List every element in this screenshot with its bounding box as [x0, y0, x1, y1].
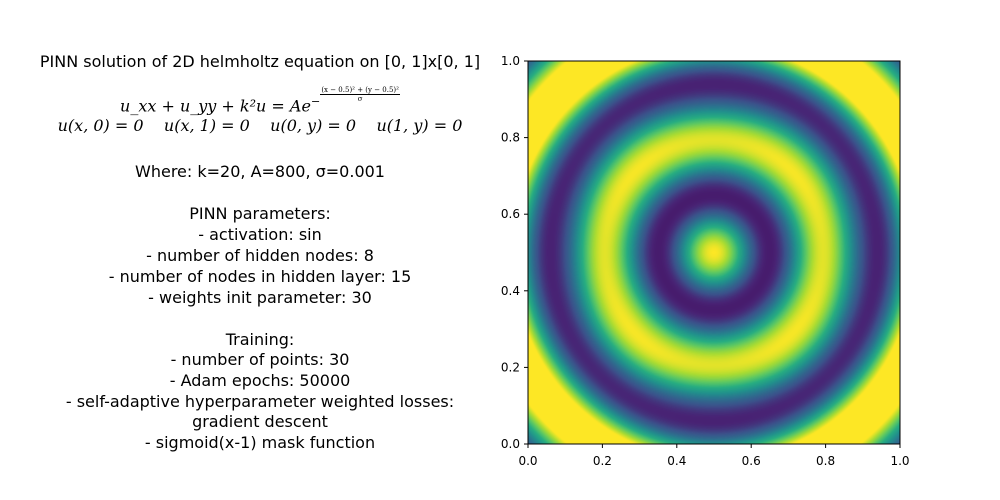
training-param: - sigmoid(x-1) mask function	[144, 433, 376, 452]
y-tick-label: 0.6	[501, 207, 520, 221]
y-tick-label: 0.8	[501, 131, 520, 145]
bc-3: u(0, y) = 0	[270, 116, 357, 135]
y-tick-label: 1.0	[501, 54, 520, 68]
pinn-param: - weights init parameter: 30	[148, 288, 372, 307]
x-tick-label: 0.4	[667, 454, 686, 468]
pinn-param: - activation: sin	[198, 225, 322, 244]
boundary-conditions: u(x, 0) = 0 u(x, 1) = 0 u(0, y) = 0 u(1,…	[20, 116, 500, 136]
pinn-param: - number of nodes in hidden layer: 15	[108, 267, 412, 286]
x-axis: 0.0 0.2 0.4 0.6 0.8 1.0	[518, 444, 910, 468]
training-param: - Adam epochs: 50000	[169, 371, 351, 390]
exponent-numerator: (x − 0.5)² + (y − 0.5)²	[320, 86, 400, 95]
training-param: - number of points: 30	[170, 350, 350, 369]
y-tick-label: 0.0	[501, 437, 520, 451]
x-tick-label: 0.2	[593, 454, 612, 468]
x-tick-label: 1.0	[890, 454, 909, 468]
pinn-header: PINN parameters:	[189, 204, 331, 223]
x-tick-label: 0.6	[742, 454, 761, 468]
x-tick-label: 0.8	[816, 454, 835, 468]
exponent-denominator: σ	[357, 95, 363, 103]
x-tick-label: 0.0	[518, 454, 537, 468]
y-tick-label: 0.2	[501, 360, 520, 374]
bc-4: u(1, y) = 0	[376, 116, 463, 135]
where-line: Where: k=20, A=800, σ=0.001	[135, 162, 385, 181]
description-title: PINN solution of 2D helmholtz equation o…	[39, 52, 481, 71]
y-tick-label: 0.4	[501, 284, 520, 298]
pde-equation: u_xx + u_yy + k²u = Ae− (x − 0.5)² + (y −…	[120, 86, 400, 116]
training-param: - self-adaptive hyperparameter weighted …	[65, 392, 455, 411]
training-param: gradient descent	[192, 412, 328, 431]
bc-2: u(x, 1) = 0	[163, 116, 250, 135]
plot-frame	[527, 60, 901, 445]
pde-lhs: u_xx + u_yy + k²u = Ae	[120, 96, 311, 116]
pinn-param: - number of hidden nodes: 8	[146, 246, 374, 265]
bc-1: u(x, 0) = 0	[57, 116, 144, 135]
heatmap-field	[528, 61, 900, 444]
heatmap-field-container	[528, 61, 900, 444]
y-axis: 0.0 0.2 0.4 0.6 0.8 1.0	[501, 54, 528, 451]
training-header: Training:	[225, 330, 295, 349]
